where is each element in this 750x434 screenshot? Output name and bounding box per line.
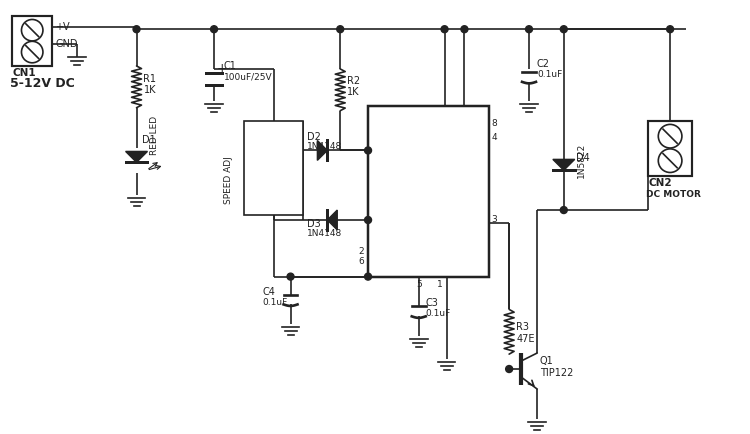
Text: 100K PRESET: 100K PRESET [247, 141, 299, 150]
Text: PR1: PR1 [247, 131, 266, 141]
Polygon shape [327, 210, 338, 230]
Text: 5: 5 [417, 280, 422, 289]
Text: C2: C2 [537, 59, 550, 69]
Circle shape [22, 20, 43, 41]
Text: D3: D3 [308, 219, 321, 229]
Circle shape [526, 26, 532, 33]
Bar [12, 16, 52, 66]
Text: CN2: CN2 [648, 178, 672, 188]
Text: RST: RST [465, 149, 474, 165]
Text: 47E: 47E [516, 334, 535, 344]
Text: R2: R2 [347, 76, 360, 86]
Text: DC MOTOR: DC MOTOR [646, 190, 701, 199]
Text: CN1: CN1 [12, 68, 36, 78]
Text: C1: C1 [224, 61, 237, 71]
Text: KOTEQ: KOTEQ [380, 178, 432, 192]
Text: D1: D1 [142, 135, 155, 145]
Circle shape [658, 125, 682, 148]
Text: 0.1uF: 0.1uF [262, 298, 288, 307]
Text: GND: GND [475, 225, 484, 245]
Circle shape [364, 147, 371, 154]
Bar [368, 106, 489, 276]
Text: DSCHG: DSCHG [373, 153, 406, 162]
Text: U1: U1 [376, 118, 390, 128]
Text: 2: 2 [358, 247, 364, 256]
Text: 1K: 1K [347, 87, 360, 97]
Text: RED LED: RED LED [151, 116, 160, 155]
Text: C3: C3 [426, 299, 439, 309]
Text: 3: 3 [491, 215, 497, 224]
Text: 8: 8 [491, 119, 497, 128]
Text: 1K: 1K [143, 85, 156, 95]
Polygon shape [125, 151, 148, 162]
Text: TRG: TRG [373, 247, 392, 256]
Text: TIP122: TIP122 [540, 368, 573, 378]
Text: OUT: OUT [373, 215, 392, 224]
Circle shape [667, 26, 674, 33]
Circle shape [441, 26, 448, 33]
Circle shape [658, 149, 682, 172]
Circle shape [506, 365, 512, 372]
Text: 4: 4 [491, 133, 497, 142]
Polygon shape [317, 141, 327, 161]
Text: 6: 6 [358, 257, 364, 266]
Text: +V: +V [55, 22, 70, 32]
Circle shape [560, 26, 567, 33]
Text: R3: R3 [516, 322, 529, 332]
Text: C4: C4 [262, 286, 275, 296]
Text: +: + [217, 62, 228, 76]
Text: 5-12V DC: 5-12V DC [10, 77, 75, 90]
Text: THR: THR [373, 257, 390, 266]
Text: CV: CV [373, 266, 385, 275]
Circle shape [22, 41, 43, 63]
Text: GND: GND [55, 39, 77, 49]
Text: 0.1uF: 0.1uF [426, 309, 451, 318]
Circle shape [211, 26, 218, 33]
Text: 100uF/25V: 100uF/25V [224, 72, 272, 82]
Text: VCC: VCC [475, 148, 484, 166]
Text: 1N5822: 1N5822 [577, 143, 586, 178]
Circle shape [364, 217, 371, 224]
Circle shape [560, 207, 567, 214]
Text: 0.1uF: 0.1uF [537, 70, 562, 79]
Circle shape [133, 26, 140, 33]
Circle shape [337, 26, 344, 33]
Text: D2: D2 [308, 132, 321, 141]
Text: Q1: Q1 [540, 356, 554, 366]
Bar [244, 121, 304, 215]
Circle shape [287, 273, 294, 280]
Bar [648, 121, 692, 176]
Text: 1N4148: 1N4148 [308, 142, 343, 151]
Text: D4: D4 [576, 153, 590, 163]
Text: NE555: NE555 [376, 131, 416, 141]
Polygon shape [553, 159, 574, 170]
Circle shape [364, 273, 371, 280]
Text: 1N4148: 1N4148 [308, 230, 343, 238]
Circle shape [461, 26, 468, 33]
Text: R1: R1 [143, 74, 157, 84]
Text: 1: 1 [436, 280, 442, 289]
Text: SPEED ADJ: SPEED ADJ [224, 156, 233, 204]
